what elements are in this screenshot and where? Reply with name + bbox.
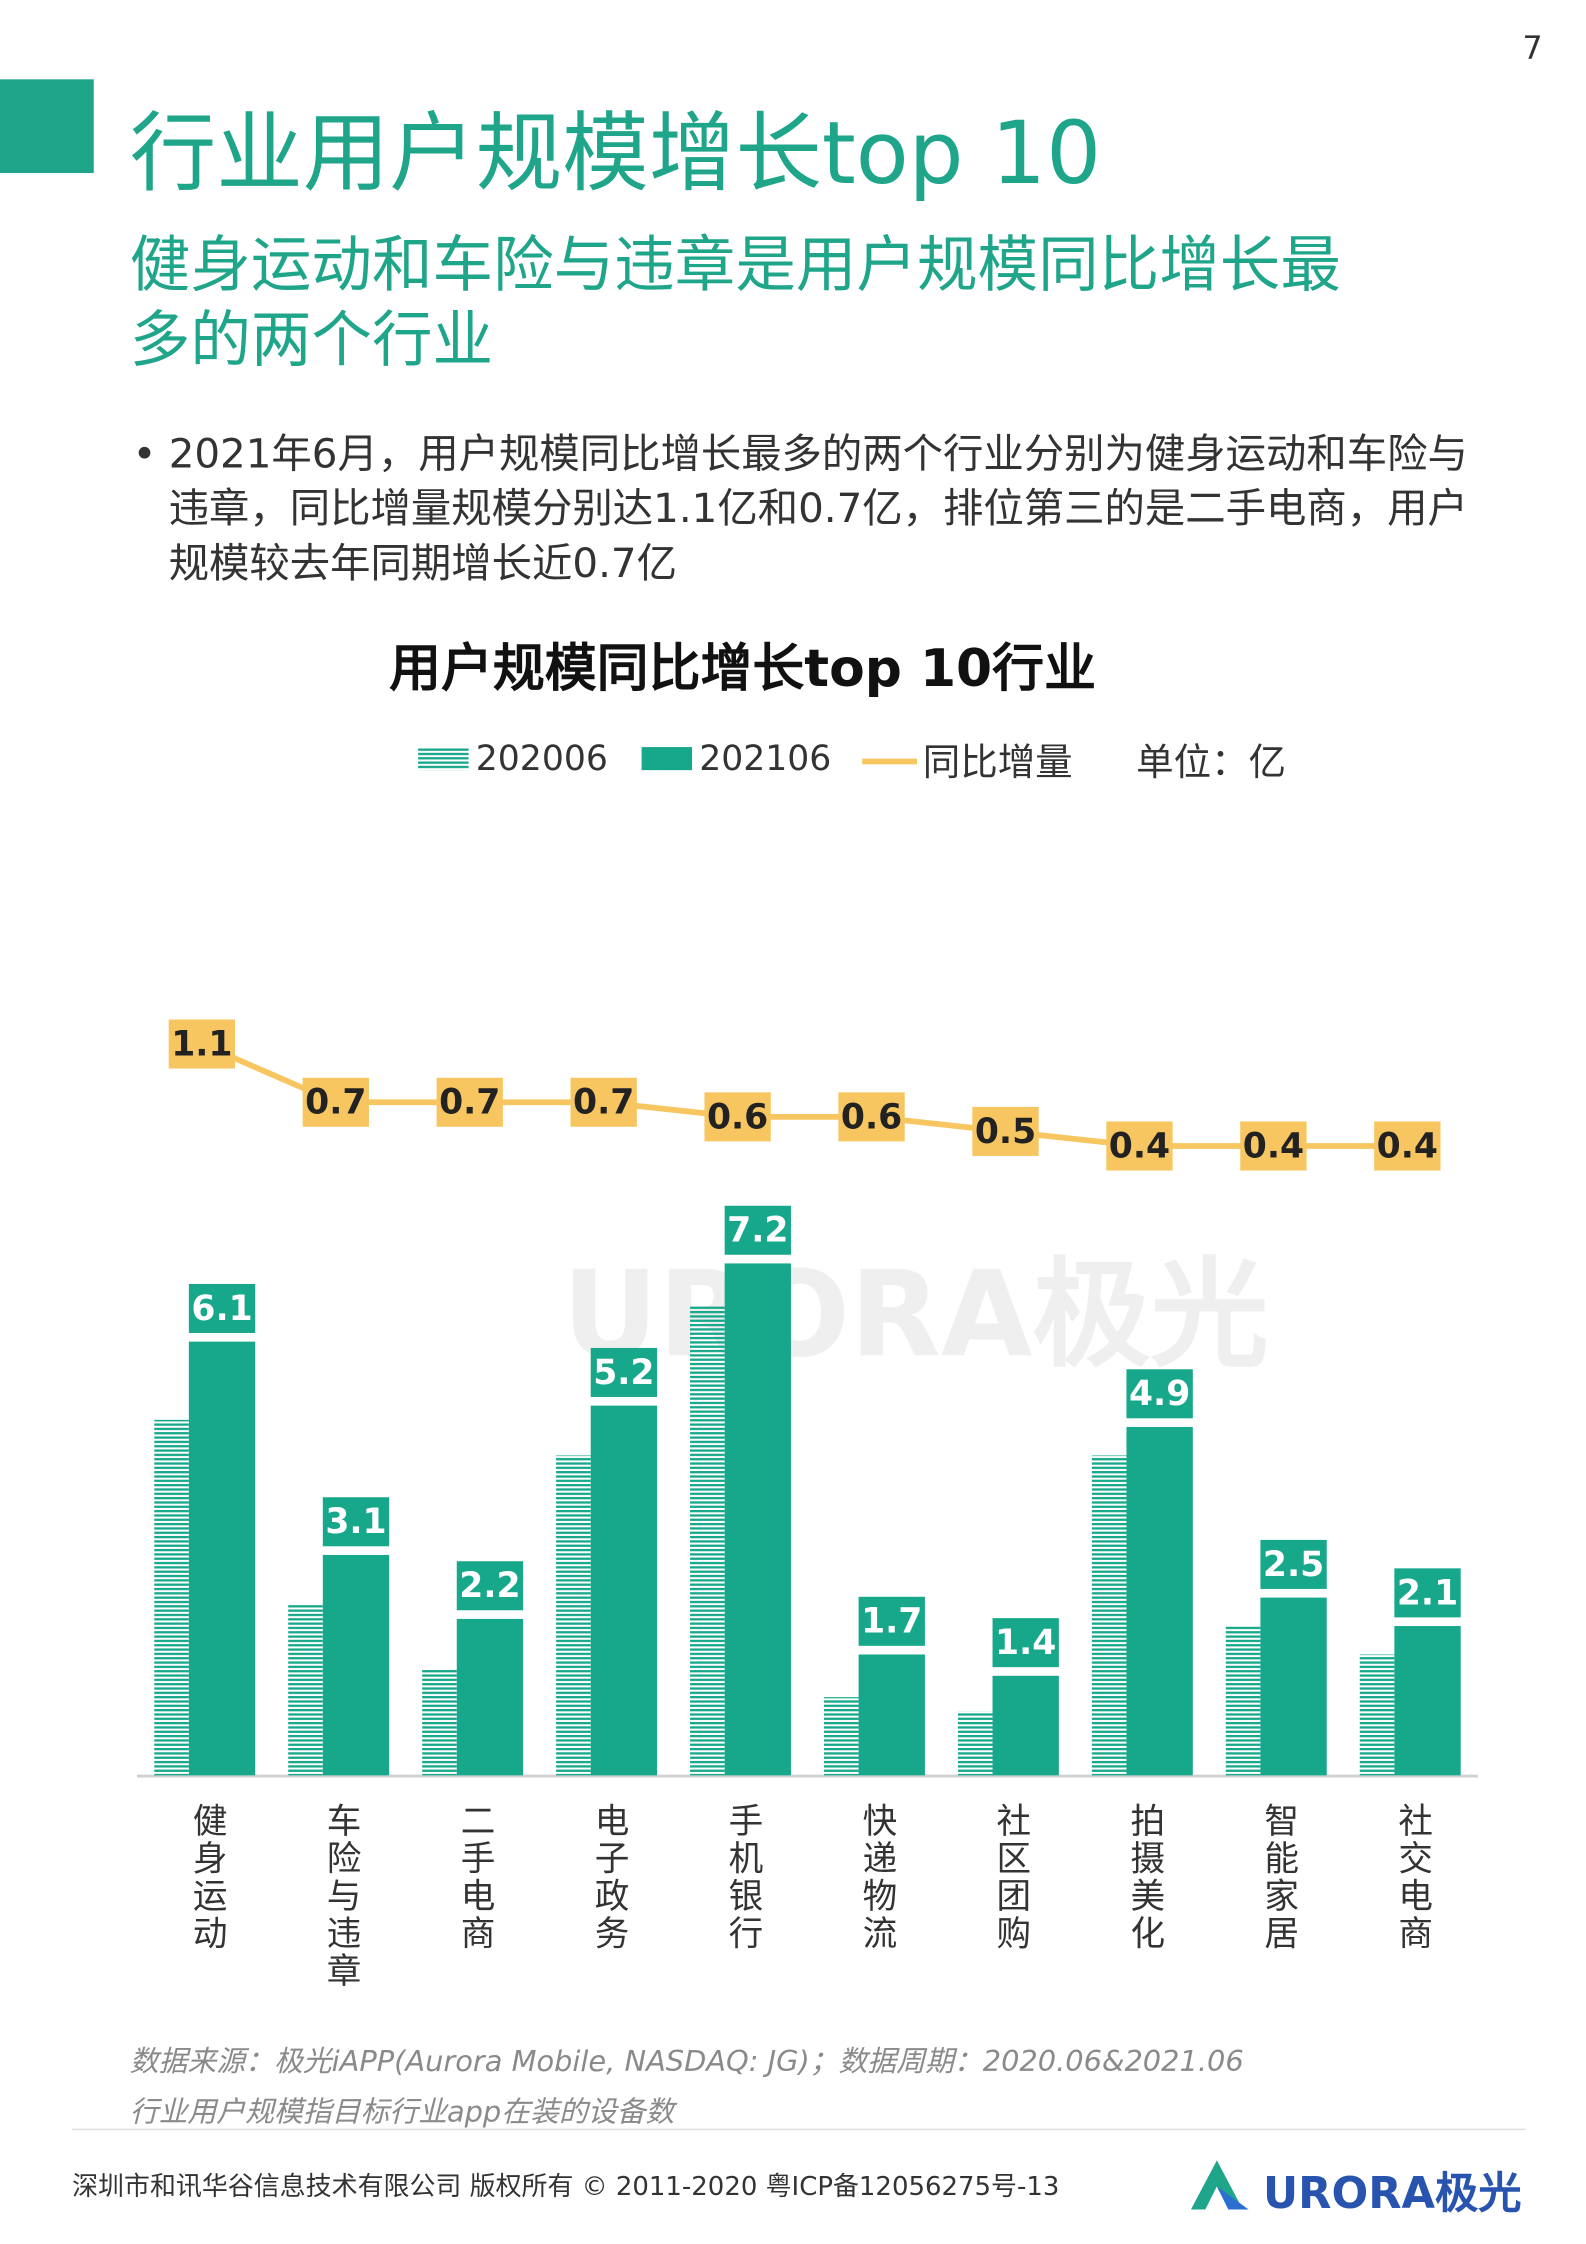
x-tick-label: 智能家居	[1258, 1803, 1298, 1953]
bar-202006	[154, 1419, 189, 1776]
x-tick-label: 二手电商	[454, 1803, 494, 1953]
x-tick-label: 社区团购	[990, 1803, 1031, 1953]
title-block	[0, 79, 94, 174]
bar-202106	[322, 1554, 390, 1776]
bar-202006	[1359, 1654, 1395, 1776]
line-label-box	[972, 1106, 1039, 1156]
value-label: 6.1	[191, 1289, 252, 1329]
value-label: 1.4	[995, 1623, 1056, 1663]
x-tick-label: 手机银行	[722, 1803, 763, 1953]
line-value-label: 0.7	[573, 1083, 634, 1123]
value-label-box	[1394, 1568, 1461, 1618]
value-label: 1.7	[861, 1602, 922, 1642]
line-label-box	[168, 1019, 236, 1069]
bar-202106	[1126, 1426, 1193, 1776]
watermark: URORA极光	[562, 1246, 1268, 1384]
source: 数据来源：极光iAPP(Aurora Mobile, NASDAQ: JG)；数…	[129, 2043, 1244, 2079]
bar-202006	[1225, 1626, 1261, 1776]
line-value-label: 0.7	[305, 1083, 366, 1123]
line-label-box	[1374, 1121, 1441, 1171]
line-value-label: 0.6	[841, 1097, 902, 1137]
value-label-box	[724, 1205, 791, 1255]
line-label-box	[570, 1077, 637, 1127]
legend-label: 202006	[476, 739, 608, 779]
bar-202106	[858, 1654, 925, 1776]
bullet-text: 2021年6月，用户规模同比增长最多的两个行业分别为健身运动和车险与违章，同比增…	[168, 429, 1468, 587]
bar-202006	[556, 1455, 591, 1776]
x-tick-label: 车险与违章	[320, 1803, 360, 1990]
value-label: 4.9	[1129, 1374, 1190, 1414]
unit-label: 单位：亿	[1136, 740, 1286, 784]
line-value-label: 0.5	[975, 1112, 1036, 1152]
bar-202006	[288, 1604, 323, 1776]
bar-202106	[456, 1618, 524, 1776]
line-label-box	[1106, 1121, 1173, 1171]
note: 行业用户规模指目标行业app在装的设备数	[129, 2094, 675, 2129]
legend-swatch	[418, 747, 469, 771]
bar-202006	[1091, 1455, 1127, 1776]
value-label: 7.2	[727, 1211, 788, 1251]
value-label: 2.1	[1397, 1573, 1458, 1613]
chart-title: 用户规模同比增长top 10行业	[389, 639, 1096, 699]
footer-rule	[72, 2128, 1526, 2131]
bar-202106	[188, 1341, 256, 1776]
value-label-box	[322, 1497, 390, 1547]
legend-label: 同比增量	[923, 740, 1073, 784]
page-number: 7	[1522, 31, 1543, 68]
bar-202106	[724, 1263, 791, 1776]
bar-202006	[690, 1306, 725, 1776]
value-label: 2.5	[1263, 1545, 1324, 1585]
legend-label: 202106	[699, 739, 831, 779]
line-label-box	[302, 1077, 369, 1127]
value-label-box	[992, 1618, 1059, 1668]
line-label-box	[436, 1077, 503, 1127]
line-label-box	[838, 1092, 905, 1142]
line-value-label: 0.4	[1109, 1126, 1170, 1166]
bullet-dot: •	[132, 429, 157, 478]
line-label-box	[1240, 1121, 1307, 1171]
bar-202106	[992, 1675, 1059, 1776]
x-tick-label: 电子政务	[588, 1803, 628, 1953]
line-value-label: 0.4	[1377, 1126, 1438, 1166]
subtitle: 健身运动和车险与违章是用户规模同比增长最多的两个行业	[129, 229, 1341, 375]
line-value-label: 0.6	[707, 1097, 768, 1137]
value-label-box	[456, 1561, 524, 1611]
x-tick-label: 拍摄美化	[1124, 1803, 1164, 1953]
legend-swatch	[641, 747, 693, 771]
line-value-label: 0.4	[1243, 1126, 1304, 1166]
bar-202106	[1260, 1597, 1327, 1776]
value-label: 2.2	[459, 1566, 520, 1606]
value-label: 3.1	[325, 1502, 386, 1542]
value-label-box	[188, 1283, 256, 1333]
x-tick-label: 健身运动	[186, 1803, 226, 1953]
line-value-label: 0.7	[439, 1083, 500, 1123]
line-value-label: 1.1	[171, 1024, 232, 1064]
bar-202106	[590, 1405, 658, 1776]
value-label-box	[858, 1596, 925, 1646]
bar-202106	[1394, 1626, 1461, 1776]
bar-202006	[823, 1697, 859, 1776]
growth-line	[200, 1041, 1408, 1149]
x-tick-label: 快递物流	[856, 1803, 897, 1953]
value-label-box	[1126, 1369, 1193, 1419]
value-label-box	[1260, 1539, 1327, 1589]
logo-text: URORA极光	[1263, 2169, 1522, 2220]
title: 行业用户规模增长top 10	[129, 103, 1102, 205]
value-label-box	[590, 1347, 658, 1397]
x-tick-label: 社交电商	[1392, 1803, 1433, 1953]
bar-202006	[422, 1668, 457, 1776]
bar-202006	[957, 1711, 993, 1776]
line-label-box	[704, 1092, 771, 1142]
copyright: 深圳市和讯华谷信息技术有限公司 版权所有 © 2011-2020 粤ICP备12…	[72, 2171, 1060, 2203]
value-label: 5.2	[593, 1353, 654, 1393]
logo-icon	[1190, 2160, 1249, 2210]
